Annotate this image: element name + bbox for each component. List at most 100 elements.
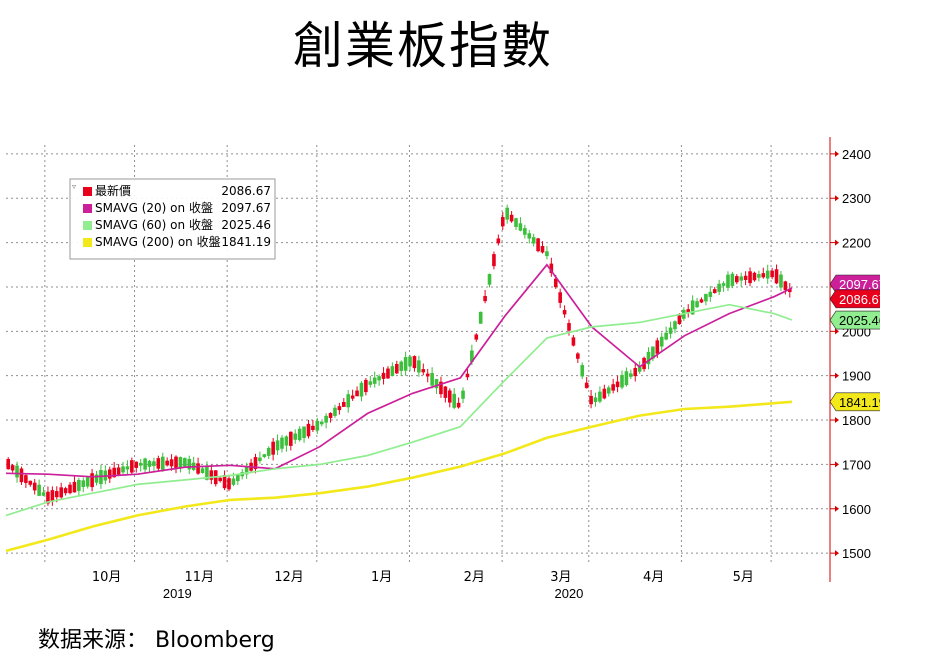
candle-body xyxy=(456,402,461,408)
ma20-line xyxy=(5,263,793,478)
candle-body xyxy=(116,467,121,475)
year-label: 2019 xyxy=(163,586,192,601)
candle-body xyxy=(717,283,721,292)
candle-body xyxy=(514,218,518,227)
candle-body xyxy=(483,295,487,302)
candle-body xyxy=(54,491,59,498)
x-tick-label: 5月 xyxy=(733,570,754,585)
y-tick-arrow xyxy=(835,150,839,157)
candle-body xyxy=(205,465,209,480)
value-tag-box xyxy=(829,392,880,412)
value-tag-box xyxy=(829,310,880,330)
tag-ma200: 1841.19 xyxy=(829,392,880,412)
y-tick-label: 1500 xyxy=(842,546,871,561)
candle-body xyxy=(377,376,381,381)
x-tick-label: 2月 xyxy=(464,570,485,585)
candle-body xyxy=(748,271,752,284)
candle-body xyxy=(770,270,774,278)
legend: ▿ 最新價 2086.67 SMAVG (20) on 收盤 2097.67 SMAVG … xyxy=(69,178,276,260)
candle-body xyxy=(500,217,505,227)
candle-body xyxy=(730,273,735,286)
candle-body xyxy=(430,373,434,386)
candle-body xyxy=(280,437,284,449)
candle-body xyxy=(757,274,761,278)
candle-body xyxy=(156,458,161,469)
candle-body xyxy=(540,246,545,253)
candle-body xyxy=(337,406,342,411)
candle-body xyxy=(77,479,81,491)
candle-body xyxy=(439,381,443,395)
candle-body xyxy=(41,492,46,496)
candle-body xyxy=(160,456,165,470)
candle-body xyxy=(704,293,708,302)
value-tag-label: 2097.67 xyxy=(839,277,880,292)
candle-body xyxy=(465,373,470,378)
candle-body xyxy=(90,473,94,488)
candle-body xyxy=(584,382,589,389)
y-tick-label: 2300 xyxy=(842,191,871,206)
candle-body xyxy=(699,299,704,303)
moving-averages xyxy=(5,263,793,553)
candle-body xyxy=(531,237,536,244)
candle-body xyxy=(46,491,50,504)
candle-body xyxy=(580,365,585,377)
legend-swatch xyxy=(83,187,92,196)
source-note: 数据来源： Bloomberg xyxy=(38,628,275,653)
candle-body xyxy=(359,382,364,397)
candle-body xyxy=(629,373,633,377)
y-tick-arrow xyxy=(835,328,839,335)
candle-body xyxy=(765,270,770,279)
candle-body xyxy=(726,274,730,288)
candle-body xyxy=(474,334,479,340)
candle-body xyxy=(761,273,766,278)
candle-body xyxy=(147,460,152,467)
y-axis: 1500160017001800190020002100220023002400 xyxy=(829,137,871,582)
candle-body xyxy=(143,458,147,470)
candle-body xyxy=(487,274,492,285)
candle-body xyxy=(518,223,523,231)
candle-body xyxy=(227,478,231,490)
y-tick-arrow xyxy=(835,372,839,379)
candle-body xyxy=(434,379,439,389)
legend-label: SMAVG (200) on 收盤 xyxy=(95,235,221,249)
value-tag-label: 1841.19 xyxy=(839,395,880,410)
last-value-tags: 2097.672086.67 2025.46 1841.19 xyxy=(829,274,880,412)
candle-body xyxy=(284,436,289,446)
candle-body xyxy=(364,379,368,393)
candle-body xyxy=(187,458,192,470)
candle-body xyxy=(258,457,262,462)
y-tick-arrow xyxy=(835,195,839,202)
candle-body xyxy=(293,433,298,440)
candle-body xyxy=(236,474,240,482)
candle-body xyxy=(289,431,293,446)
candle-body xyxy=(478,311,483,324)
candle-body xyxy=(425,373,430,377)
candle-body xyxy=(752,272,757,281)
candle-body xyxy=(85,477,90,487)
candle-body xyxy=(262,454,267,457)
candle-body xyxy=(306,423,311,437)
candle-body xyxy=(319,421,324,425)
candle-body xyxy=(125,466,130,470)
candle-body xyxy=(372,377,377,384)
legend-label: SMAVG (60) on 收盤 xyxy=(95,218,213,232)
candle-body xyxy=(311,425,315,430)
candle-body xyxy=(50,490,55,502)
grid xyxy=(6,145,830,562)
ma60-line xyxy=(5,303,793,517)
ma200-line xyxy=(5,400,793,553)
candle-body xyxy=(81,480,86,487)
candle-body xyxy=(302,426,306,439)
candle-body xyxy=(94,474,99,483)
candle-body xyxy=(496,238,501,244)
candle-body xyxy=(15,465,19,478)
tag-last-price: 2086.67 xyxy=(829,289,880,309)
candle-body xyxy=(209,470,214,480)
candle-body xyxy=(646,351,651,365)
y-tick-label: 2200 xyxy=(842,236,871,251)
candle-body xyxy=(536,238,540,252)
x-tick-label: 12月 xyxy=(274,570,304,585)
candle-body xyxy=(633,367,638,377)
value-tag-label: 2025.46 xyxy=(839,313,880,328)
legend-value: 1841.19 xyxy=(221,235,271,249)
